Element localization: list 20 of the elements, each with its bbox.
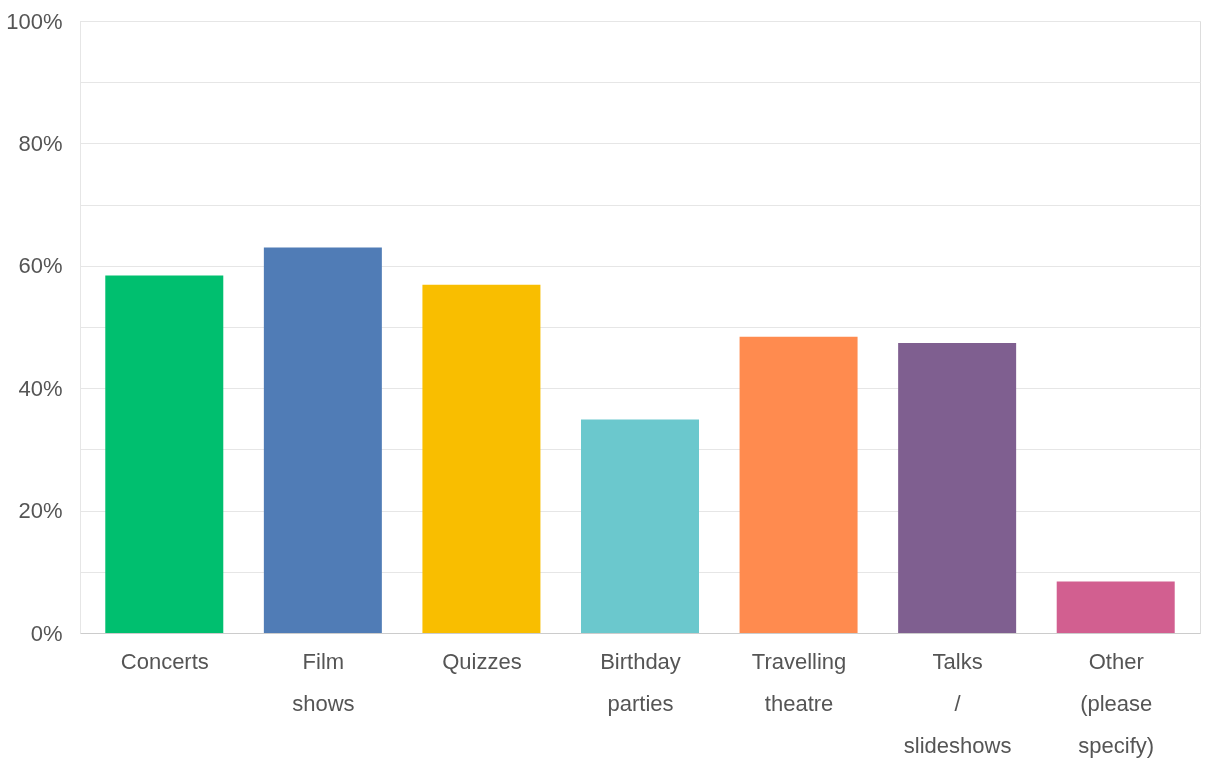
- x-tick-label: Other (please specify): [1078, 648, 1155, 758]
- bar: [739, 336, 858, 633]
- bar: [422, 284, 541, 633]
- y-tick-label: 100%: [6, 8, 63, 34]
- bar: [105, 275, 224, 633]
- bar: [263, 247, 382, 633]
- x-tick-label: Birthday parties: [600, 648, 681, 716]
- bar: [1056, 581, 1175, 633]
- x-tick-label: Travelling theatre: [751, 648, 847, 716]
- x-tick-label: Concerts: [120, 648, 209, 674]
- y-tick-label: 80%: [18, 130, 63, 156]
- bar: [581, 419, 699, 633]
- x-tick-label: Quizzes: [442, 648, 522, 674]
- y-tick-label: 20%: [18, 498, 63, 524]
- y-tick-label: 40%: [18, 375, 63, 401]
- bar: [898, 342, 1017, 633]
- x-tick-label: Film shows: [292, 648, 355, 716]
- y-tick-label: 60%: [18, 253, 63, 279]
- y-tick-label: 0%: [30, 620, 63, 646]
- x-tick-label: Talks / slideshows: [903, 648, 1012, 758]
